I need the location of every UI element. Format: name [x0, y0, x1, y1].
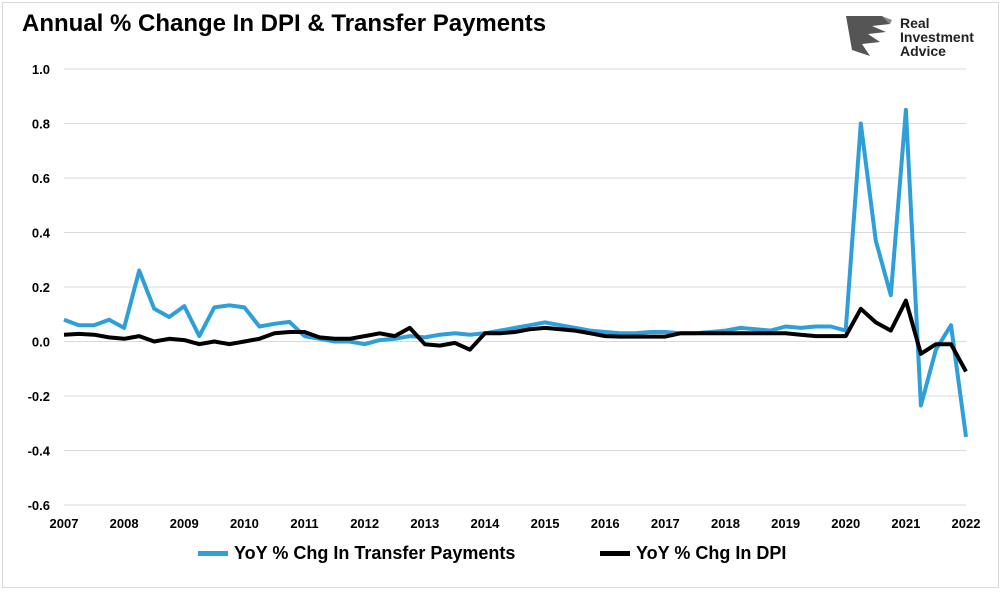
- x-axis-tick-labels: 2007 2008 2009 2010 2011 2012 2013 2014 2015 2016…: [50, 516, 981, 531]
- y-tick-label: 0.6: [32, 171, 50, 186]
- y-tick-label: -0.2: [28, 389, 50, 404]
- logo-line-1: Real: [900, 15, 930, 31]
- series-lines: [63, 107, 968, 438]
- y-tick-label: 0.8: [32, 117, 50, 132]
- y-tick-label: 1.0: [32, 62, 50, 77]
- logo-line-2: Investment: [900, 29, 974, 45]
- gridlines: [64, 68, 966, 506]
- series-line-dpi: [63, 298, 968, 373]
- x-tick-label: 2014: [470, 516, 500, 531]
- x-tick-label: 2008: [110, 516, 139, 531]
- legend-item-transfer-payments: YoY % Chg In Transfer Payments: [198, 543, 515, 564]
- x-tick-label: 2013: [410, 516, 439, 531]
- logo: Real Investment Advice: [842, 12, 982, 62]
- x-tick-label: 2019: [771, 516, 800, 531]
- x-tick-label: 2011: [290, 516, 318, 531]
- y-tick-label: -0.4: [28, 444, 51, 459]
- legend-label-transfer-payments: YoY % Chg In Transfer Payments: [234, 543, 516, 563]
- series-line-transfer-payments: [63, 107, 968, 438]
- eagle-icon: [846, 16, 892, 56]
- y-tick-label: 0.0: [32, 335, 50, 350]
- x-tick-label: 2015: [531, 516, 560, 531]
- x-tick-label: 2021: [891, 516, 920, 531]
- x-tick-label: 2016: [591, 516, 620, 531]
- logo-line-3: Advice: [900, 43, 946, 59]
- x-tick-label: 2009: [170, 516, 199, 531]
- y-tick-label: 0.4: [32, 226, 51, 241]
- x-tick-label: 2020: [831, 516, 860, 531]
- y-axis-tick-labels: 1.0 0.8 0.6 0.4 0.2 0.0 -0.2 -0.4 -0.6: [28, 62, 51, 513]
- x-tick-label: 2012: [350, 516, 379, 531]
- x-tick-label: 2017: [651, 516, 680, 531]
- legend-swatch-transfer-payments: [198, 551, 228, 556]
- y-tick-label: -0.6: [28, 498, 50, 513]
- chart-title: Annual % Change In DPI & Transfer Paymen…: [22, 10, 547, 37]
- legend-item-dpi: YoY % Chg In DPI: [600, 543, 786, 564]
- x-tick-label: 2022: [952, 516, 981, 531]
- logo-text: Real Investment Advice: [900, 16, 974, 58]
- legend: YoY % Chg In Transfer Payments YoY % Chg…: [0, 543, 1003, 567]
- x-tick-label: 2018: [711, 516, 740, 531]
- x-tick-label: 2010: [230, 516, 259, 531]
- legend-swatch-dpi: [600, 551, 630, 556]
- legend-label-dpi: YoY % Chg In DPI: [636, 543, 787, 563]
- y-tick-label: 0.2: [32, 280, 50, 295]
- x-tick-label: 2007: [50, 516, 79, 531]
